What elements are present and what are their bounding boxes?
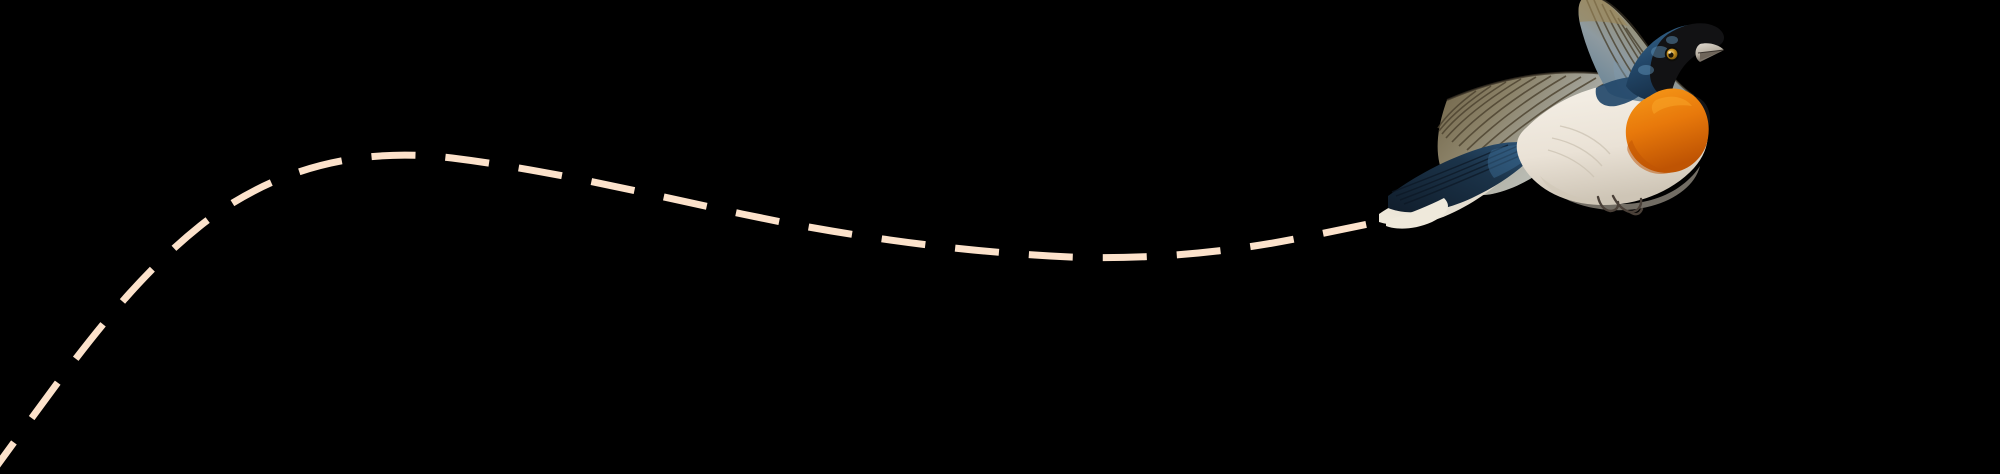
- dashed-flight-trail: [0, 151, 1379, 468]
- bird-feet: [1596, 194, 1644, 216]
- bird-bill: [1695, 43, 1725, 62]
- bird-face-mask: [1650, 23, 1724, 101]
- bird-throat-patch: [1625, 88, 1709, 174]
- bird-eye: [1664, 46, 1680, 62]
